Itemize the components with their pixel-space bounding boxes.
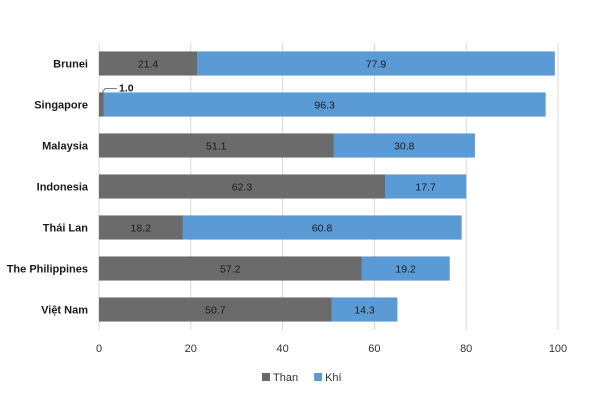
bar-khí-0 <box>196 51 556 76</box>
data-label: 57.2 <box>220 264 241 276</box>
bars <box>98 51 556 322</box>
x-tick-label: 100 <box>549 343 567 355</box>
bar-khí-4 <box>182 215 462 240</box>
x-tick-label: 80 <box>460 343 472 355</box>
legend: Than Khí <box>262 372 342 384</box>
bar-than-3 <box>98 174 386 199</box>
category-label: Việt Nam <box>41 305 88 317</box>
x-tick-label: 0 <box>96 343 102 355</box>
data-labels: 21.4 77.9 1.0 96.3 51.1 30.8 62.3 17.7 18.2 60.8 5… <box>99 59 436 317</box>
category-label: Singapore <box>34 100 88 112</box>
x-tick-labels: 0 20 40 60 80 100 <box>96 343 567 355</box>
data-label: 18.2 <box>131 223 152 235</box>
legend-label: Than <box>273 372 298 384</box>
data-label: 1.0 <box>119 83 134 95</box>
bar-than-6 <box>98 297 332 322</box>
data-label: 21.4 <box>138 59 159 71</box>
category-label: Thái Lan <box>43 223 89 235</box>
bar-than-4 <box>98 215 183 240</box>
bar-khí-2 <box>333 133 476 158</box>
data-label: 96.3 <box>314 100 335 112</box>
legend-swatch-than <box>262 373 270 381</box>
x-tick-label: 40 <box>276 343 288 355</box>
bar-khí-6 <box>331 297 398 322</box>
bar-khí-5 <box>361 256 450 281</box>
data-label: 51.1 <box>206 141 227 153</box>
category-label: The Philippines <box>7 264 88 276</box>
data-label: 17.7 <box>415 182 436 194</box>
bar-khí-1 <box>103 92 546 117</box>
legend-swatch-khí <box>314 373 323 381</box>
category-label: Indonesia <box>37 182 89 194</box>
data-label: 30.8 <box>394 141 415 153</box>
category-labels: Brunei Singapore Malaysia Indonesia Thái Lan… <box>7 59 89 317</box>
data-label: 50.7 <box>205 305 226 317</box>
leader-line <box>99 88 117 97</box>
bar-than-2 <box>98 133 334 158</box>
data-label: 60.8 <box>312 223 333 235</box>
legend-label: Khí <box>325 372 342 384</box>
bar-than-1 <box>98 92 104 117</box>
bar-than-5 <box>98 256 362 281</box>
data-label: 19.2 <box>395 264 416 276</box>
x-tick-label: 60 <box>368 343 380 355</box>
bar-than-0 <box>98 51 198 76</box>
data-label: 62.3 <box>232 182 253 194</box>
data-label: 77.9 <box>366 59 387 71</box>
category-label: Malaysia <box>42 141 89 153</box>
category-label: Brunei <box>53 59 88 71</box>
x-tick-label: 20 <box>185 343 197 355</box>
data-label: 14.3 <box>354 305 375 317</box>
bar-khí-3 <box>384 174 467 199</box>
